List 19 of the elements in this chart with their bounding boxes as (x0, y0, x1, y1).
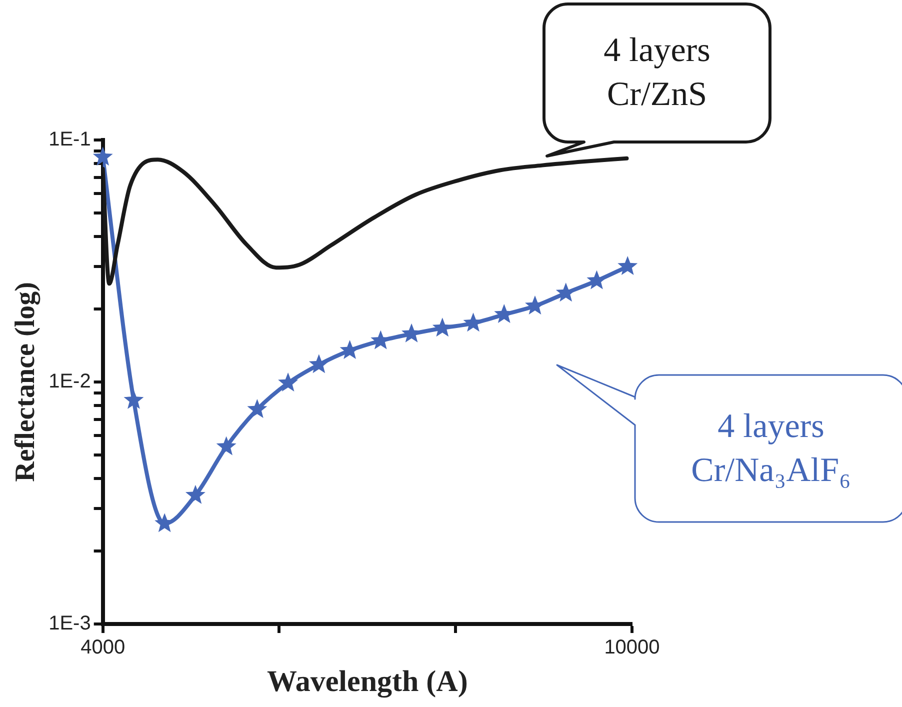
x-tick-label: 10000 (604, 636, 660, 659)
y-axis-title: Reflectance (log) (10, 282, 42, 482)
point (586, 270, 607, 290)
y-tick-label: 1E-1 (48, 128, 91, 151)
point (278, 372, 298, 392)
point (432, 318, 452, 337)
point (92, 146, 113, 166)
point (185, 484, 206, 504)
point (618, 256, 638, 276)
y-tick-label: 1E-2 (48, 370, 91, 393)
text: 4 layers Cr/Na₃AlF₆ (690, 406, 852, 490)
point (247, 398, 268, 418)
y-tick-label: 1E-3 (48, 612, 91, 635)
x-tick-label: 4000 (80, 636, 126, 659)
point (124, 390, 144, 409)
point (216, 436, 236, 456)
series-label: 4 layers Cr/ZnS (602, 31, 712, 115)
x-axis-title: Wavelength (A) (267, 664, 468, 698)
point (308, 354, 329, 374)
